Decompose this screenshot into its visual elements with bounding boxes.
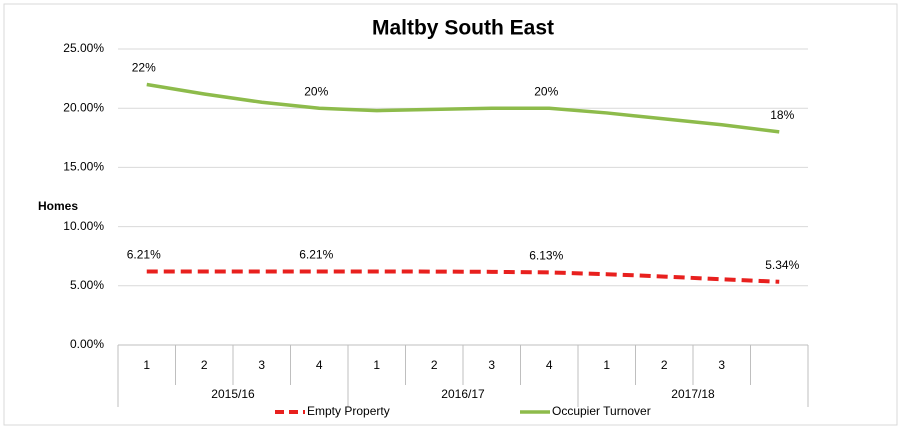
chart-frame <box>3 3 898 426</box>
y-tick-label: 10.00% <box>63 219 104 233</box>
series-line <box>146 269 780 284</box>
x-tick-label: 4 <box>546 358 553 372</box>
x-tick-label: 4 <box>316 358 323 372</box>
y-tick-label: 20.00% <box>63 100 104 114</box>
y-tick-label: 5.00% <box>70 278 104 292</box>
x-tick-label: 2 <box>661 358 668 372</box>
y-tick-label: 0.00% <box>70 337 104 351</box>
series-line <box>146 82 780 134</box>
data-label: 5.34% <box>765 258 799 272</box>
x-tick-label: 3 <box>258 358 265 372</box>
data-label: 20% <box>534 84 558 98</box>
x-tick-label: 1 <box>603 358 610 372</box>
data-label: 20% <box>304 84 328 98</box>
group-label: 2016/17 <box>441 387 485 401</box>
x-tick-label: 1 <box>373 358 380 372</box>
data-label: 18% <box>770 108 794 122</box>
data-label: 22% <box>132 61 156 75</box>
y-tick-label: 15.00% <box>63 160 104 174</box>
x-tick-label: 1 <box>143 358 150 372</box>
group-label: 2017/18 <box>671 387 715 401</box>
x-tick-label: 2 <box>201 358 208 372</box>
x-tick-label: 3 <box>488 358 495 372</box>
legend-label: Occupier Turnover <box>552 404 651 418</box>
data-label: 6.13% <box>529 249 563 263</box>
x-tick-label: 2 <box>431 358 438 372</box>
y-axis-label: Homes <box>38 199 78 213</box>
data-label: 6.21% <box>127 248 161 262</box>
chart-title: Maltby South East <box>372 17 554 40</box>
x-tick-label: 3 <box>718 358 725 372</box>
group-label: 2015/16 <box>211 387 255 401</box>
data-label: 6.21% <box>299 248 333 262</box>
y-tick-label: 25.00% <box>63 41 104 55</box>
legend-label: Empty Property <box>307 404 390 418</box>
